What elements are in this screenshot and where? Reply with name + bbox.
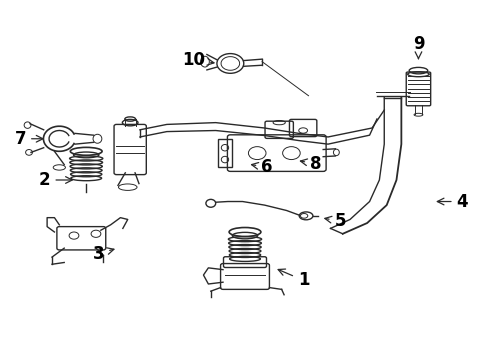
Text: 9: 9 [413,35,424,59]
Text: 5: 5 [325,212,346,230]
Text: 1: 1 [278,269,309,289]
Text: 7: 7 [14,130,43,148]
Bar [218,139,232,167]
Text: 2: 2 [39,171,72,189]
Text: 4: 4 [437,193,468,211]
Text: 3: 3 [93,244,114,262]
Text: 6: 6 [251,158,273,176]
Text: 8: 8 [300,155,321,173]
Text: 10: 10 [182,51,214,69]
